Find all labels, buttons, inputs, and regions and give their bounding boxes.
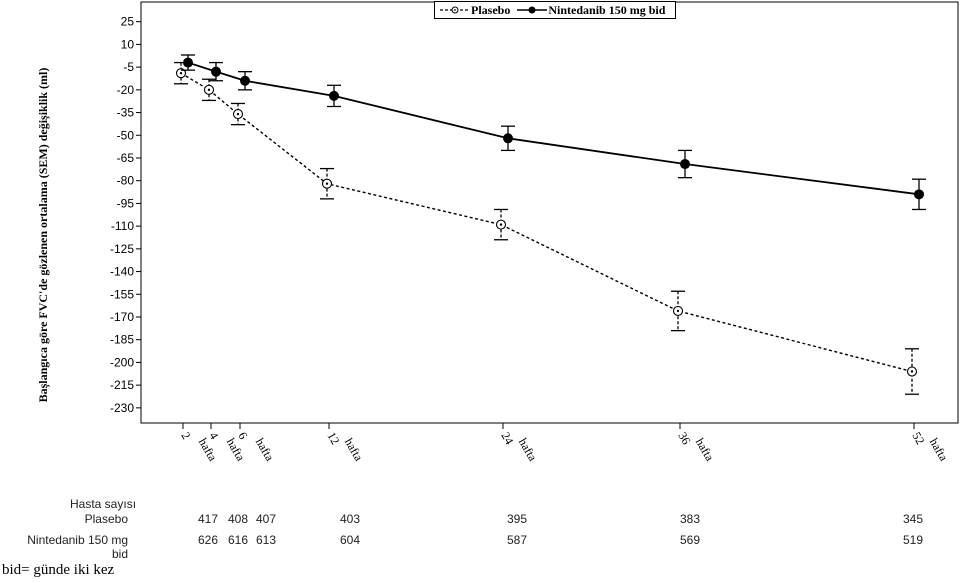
x-tick-unit: hafta [516,436,540,464]
x-tick-unit: hafta [253,436,277,464]
x-tick-number: 12 [324,430,342,447]
data-point [503,133,513,144]
patient-table-cell: 587 [506,533,528,547]
x-tick-label-group: 36 hafta [675,430,717,464]
legend-plasebo-label: Plasebo [471,2,511,17]
data-point-center [499,223,503,226]
y-tick-label: 10 [121,37,135,51]
data-point [211,66,221,77]
plasebo-line [180,72,913,373]
patient-table-cell: 383 [679,512,701,526]
x-tick-unit: hafta [927,436,951,464]
y-tick-label: -170 [110,310,134,324]
y-tick-label: -95 [117,196,135,210]
patient-table-cell: 569 [679,533,701,547]
y-tick-label: -155 [110,287,134,301]
y-tick-label: -80 [117,174,135,188]
axes [140,1,959,424]
plot-frame [140,1,959,424]
data-point [240,75,250,86]
legend-nintedanib-swatch [517,6,548,14]
x-tick-label-group: 24 hafta [498,430,540,464]
y-axis-label: Başlangıca göre FVC'de gözlenen ortalama… [36,67,50,403]
patient-table-row-label: Plasebo [84,512,128,526]
patient-table-cell: 616 [227,533,249,547]
x-tick-number: 4 [206,430,221,442]
data-point-center [325,182,329,185]
x-tick-number: 6 [235,430,250,442]
data-point-center [236,112,240,116]
data-point [680,159,690,170]
patient-table-cell: 407 [255,512,277,526]
series-plasebo [174,61,919,395]
patient-table-cell: 613 [255,533,277,547]
nintedanib-line [187,61,920,196]
y-tick-label: -125 [110,242,134,256]
x-tick-number: 36 [675,430,693,447]
y-tick-label: 25 [121,15,135,29]
series-nintedanib [181,54,926,211]
patient-table-cell: 417 [197,512,219,526]
data-point [183,57,193,68]
patient-table-cell: 395 [506,512,528,526]
y-tick-label: -140 [110,265,134,279]
patient-table-cell: 626 [197,533,219,547]
x-tick-label-group: 12 hafta [324,430,366,464]
legend: Plasebo Nintedanib 150 mg bid [434,1,677,19]
x-tick-number: 52 [909,430,927,447]
y-tick-label: -50 [117,128,135,142]
patient-table-row-label: Nintedanib 150 mg bid [27,533,128,561]
patient-table-header: Hasta sayısı [70,497,137,511]
y-tick-label: -215 [110,378,134,392]
y-tick-label: -5 [123,60,134,74]
data-point-center [179,71,183,75]
patient-table-cell: 604 [339,533,361,547]
data-point-center [910,370,914,373]
y-tick-label: -35 [117,106,135,120]
y-tick-label: -200 [110,355,134,369]
x-tick-unit: hafta [196,436,220,464]
x-tick-number: 2 [178,430,193,442]
y-tick-label: -65 [117,151,135,165]
data-point-center [676,309,680,313]
y-ticks: 25 10 -5 -20 -35 -50 -65 -80 -95 -110 -125 -140 -155… [110,15,141,415]
legend-plasebo-swatch [440,6,470,14]
series-layer [174,54,926,395]
x-tick-unit: hafta [693,436,717,464]
x-tick-number: 24 [498,430,516,447]
y-tick-label: -110 [111,219,134,233]
y-tick-label: -230 [110,401,134,415]
x-tick-unit: hafta [224,436,248,464]
data-point [329,90,339,101]
patient-table-cell: 345 [902,512,924,526]
patient-table-cell: 519 [902,533,924,547]
legend-nintedanib-label: Nintedanib 150 mg bid [548,2,666,17]
patient-table-cell: 408 [227,512,249,526]
patient-table-cell: 403 [339,512,361,526]
data-point-center [207,88,211,92]
data-point [914,189,924,200]
x-tick-label-group: 52 hafta [909,430,951,464]
x-tick-unit: hafta [342,436,366,464]
footnote: bid= günde iki kez [2,562,115,578]
y-tick-label: -185 [110,333,134,347]
y-tick-label: -20 [117,83,135,97]
